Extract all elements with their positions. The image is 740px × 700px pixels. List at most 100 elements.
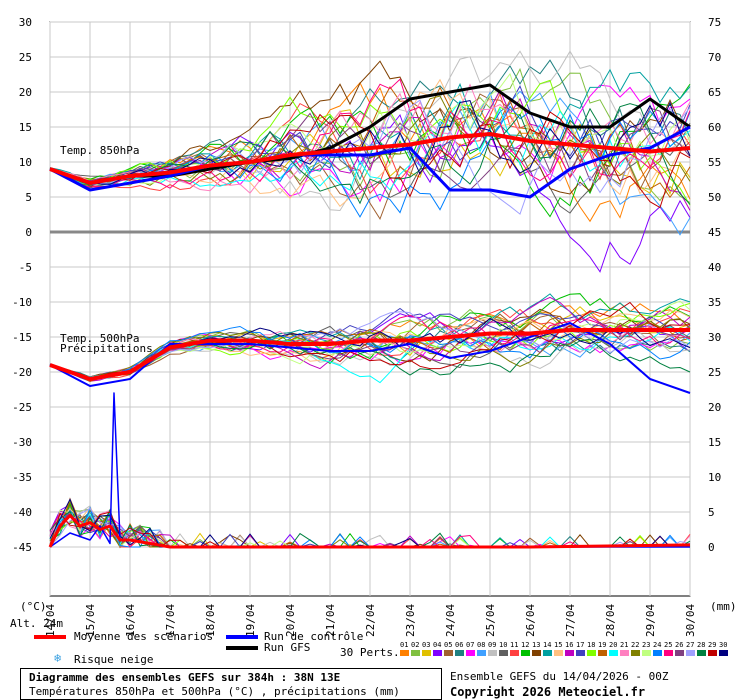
- panel-label-t850: Temp. 850hPa: [60, 144, 139, 157]
- ensemble-member-line: [49, 105, 691, 218]
- chart-title: Diagramme des ensembles GEFS sur 384h : …: [29, 671, 341, 684]
- y-right-tick-label: 30: [708, 331, 721, 344]
- y-right-tick-label: 20: [708, 401, 721, 414]
- pert-number: 17: [576, 641, 585, 649]
- left-axis-unit: (°C): [20, 600, 47, 613]
- pert-number: 20: [609, 641, 618, 649]
- y-left-tick-label: -20: [12, 366, 32, 379]
- y-left-tick-label: 20: [19, 86, 32, 99]
- x-tick-label: 21/04: [324, 604, 337, 637]
- y-right-tick-label: 10: [708, 471, 721, 484]
- panel-label-precip: Précipitations: [60, 342, 153, 355]
- x-tick-label: 25/04: [484, 604, 497, 637]
- t850-gfs-line: [49, 83, 691, 185]
- pert-number: 23: [642, 641, 651, 649]
- pert-number: 09: [488, 641, 497, 649]
- pert-number: 29: [708, 641, 717, 649]
- y-right-tick-label: 15: [708, 436, 721, 449]
- pert-number: 26: [675, 641, 684, 649]
- y-right-tick-label: 25: [708, 366, 721, 379]
- legend-snow-label: Risque neige: [74, 653, 154, 666]
- ensemble-member-line: [49, 92, 691, 195]
- pert-number: 02: [411, 641, 420, 649]
- pert-swatch: [664, 650, 673, 656]
- y-right-tick-label: 50: [708, 191, 721, 204]
- y-left-tick-label: 10: [19, 156, 32, 169]
- y-right-tick-label: 5: [708, 506, 715, 519]
- chart-axes: 302520151050-5-10-15-20-25-30-35-40-4575…: [10, 16, 737, 637]
- pert-number: 01: [400, 641, 409, 649]
- title-box: Diagramme des ensembles GEFS sur 384h : …: [20, 668, 442, 700]
- x-tick-label: 22/04: [364, 604, 377, 637]
- pert-number: 21: [620, 641, 629, 649]
- x-tick-label: 28/04: [604, 604, 617, 637]
- pert-number: 06: [455, 641, 464, 649]
- pert-number: 10: [499, 641, 508, 649]
- pert-swatch: [433, 650, 442, 656]
- pert-swatch: [488, 650, 497, 656]
- legend-perts-label: 30 Perts.: [340, 646, 400, 659]
- pert-number: 28: [697, 641, 706, 649]
- pert-number: 16: [565, 641, 574, 649]
- pert-number: 22: [631, 641, 640, 649]
- t500-mean-line: [49, 328, 690, 381]
- chart-subtitle: Températures 850hPa et 500hPa (°C) , pré…: [29, 685, 400, 698]
- y-right-tick-label: 35: [708, 296, 721, 309]
- x-tick-label: 14/04: [44, 604, 57, 637]
- y-left-tick-label: -40: [12, 506, 32, 519]
- y-left-tick-label: -35: [12, 471, 32, 484]
- legend-control-line: [226, 635, 258, 639]
- pert-swatch: [598, 650, 607, 656]
- pert-swatch: [422, 650, 431, 656]
- y-left-tick-label: -30: [12, 436, 32, 449]
- pert-swatch: [411, 650, 420, 656]
- pert-swatch: [499, 650, 508, 656]
- x-tick-label: 29/04: [644, 604, 657, 637]
- x-tick-label: 16/04: [124, 604, 137, 637]
- x-tick-label: 24/04: [444, 604, 457, 637]
- y-left-tick-label: 15: [19, 121, 32, 134]
- altitude-label: Alt. 24m: [10, 617, 63, 630]
- legend-gfs-label: Run GFS: [264, 641, 311, 654]
- pert-number: 19: [598, 641, 607, 649]
- pert-swatch: [521, 650, 530, 656]
- t850-mean-line: [49, 132, 691, 185]
- x-tick-label: 17/04: [164, 604, 177, 637]
- ensemble-member-line: [49, 95, 691, 187]
- y-right-tick-label: 70: [708, 51, 721, 64]
- pert-number: 03: [422, 641, 431, 649]
- pert-number: 05: [444, 641, 453, 649]
- pert-swatch: [400, 650, 409, 656]
- x-tick-label: 26/04: [524, 604, 537, 637]
- pert-swatch: [455, 650, 464, 656]
- y-left-tick-label: -25: [12, 401, 32, 414]
- pert-swatch: [719, 650, 728, 656]
- x-tick-label: 19/04: [244, 604, 257, 637]
- y-right-tick-label: 75: [708, 16, 721, 29]
- right-axis-unit: (mm): [710, 600, 737, 613]
- pert-swatch: [653, 650, 662, 656]
- pert-number: 27: [686, 641, 695, 649]
- y-right-tick-label: 40: [708, 261, 721, 274]
- pert-number: 14: [543, 641, 552, 649]
- ensemble-member-line: [49, 318, 691, 379]
- pert-swatch: [565, 650, 574, 656]
- t850-control-line: [49, 125, 691, 199]
- x-tick-label: 23/04: [404, 604, 417, 637]
- x-tick-label: 18/04: [204, 604, 217, 637]
- x-tick-label: 20/04: [284, 604, 297, 637]
- pert-number: 13: [532, 641, 541, 649]
- y-left-tick-label: -10: [12, 296, 32, 309]
- pert-number: 04: [433, 641, 442, 649]
- pert-number: 25: [664, 641, 673, 649]
- pert-swatch: [620, 650, 629, 656]
- pert-swatch: [466, 650, 475, 656]
- copyright: Copyright 2026 Meteociel.fr: [450, 685, 646, 699]
- pert-number: 07: [466, 641, 475, 649]
- y-right-tick-label: 45: [708, 226, 721, 239]
- chart-series: [48, 50, 691, 549]
- ensemble-member-line: [49, 88, 691, 211]
- y-right-tick-label: 60: [708, 121, 721, 134]
- pert-number: 24: [653, 641, 662, 649]
